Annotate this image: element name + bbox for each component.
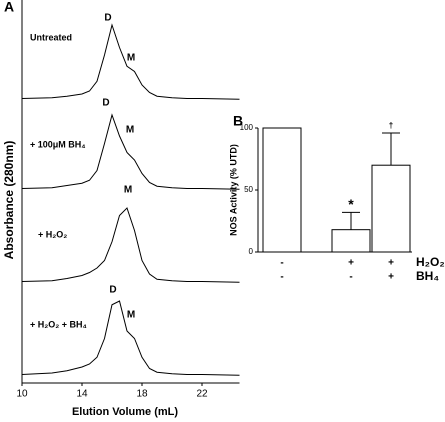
treatment-name: H₂O₂	[416, 255, 445, 269]
bar	[371, 164, 411, 253]
bar	[262, 127, 302, 253]
y-tick-label: 0	[249, 247, 254, 256]
y-tick-label: 50	[244, 185, 253, 194]
treatment-sign: +	[388, 272, 394, 283]
panel-label: B	[233, 113, 243, 129]
peak-annotation: D	[104, 13, 111, 24]
peak-annotation: D	[102, 98, 109, 109]
trace	[21, 207, 240, 283]
treatment-sign: -	[280, 258, 283, 269]
trace	[21, 23, 240, 100]
x-tick-label: 22	[196, 389, 208, 400]
treatment-sign: -	[349, 272, 352, 283]
x-tick-label: 10	[16, 389, 28, 400]
peak-annotation: M	[126, 125, 134, 136]
peak-annotation: M	[124, 185, 132, 196]
x-tick-label: 14	[76, 389, 88, 400]
x-axis-title: Elution Volume (mL)	[72, 406, 178, 418]
y-axis-title: Absorbance (280nm)	[2, 141, 16, 260]
significance-label: †	[389, 121, 393, 130]
trace	[21, 300, 240, 376]
trace-label: + 100μM BH₄	[30, 139, 86, 149]
trace-label: + H₂O₂	[38, 229, 67, 239]
panel-label: A	[4, 0, 14, 15]
y-tick-label: 100	[240, 123, 254, 132]
treatment-name: BH₄	[416, 269, 439, 283]
peak-annotation: M	[127, 310, 135, 321]
treatment-sign: +	[348, 258, 354, 269]
y-axis-title: NOS Activity (% UTD)	[228, 144, 238, 236]
peak-annotation: D	[109, 285, 116, 296]
treatment-sign: +	[388, 258, 394, 269]
treatment-sign: -	[280, 272, 283, 283]
trace-label: + H₂O₂ + BH₄	[30, 319, 87, 329]
trace-label: Untreated	[30, 32, 72, 42]
peak-annotation: M	[127, 53, 135, 64]
trace	[21, 113, 240, 190]
x-tick-label: 18	[136, 389, 148, 400]
significance-label: *	[348, 196, 354, 212]
bar	[331, 229, 371, 253]
